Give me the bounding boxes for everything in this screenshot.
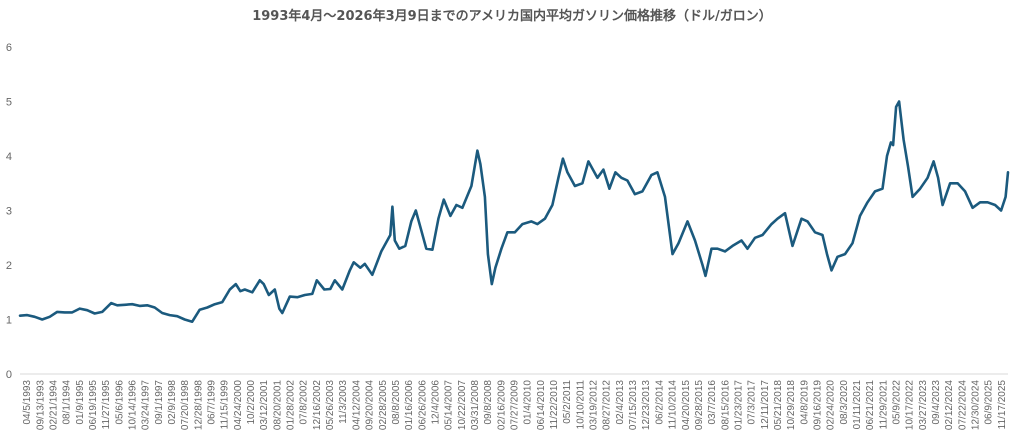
y-tick-label: 3 [6, 206, 12, 218]
x-tick-label: 01/28/2002 [286, 380, 297, 430]
x-tick-label: 07/27/2009 [510, 380, 521, 430]
x-tick-label: 09/13/1993 [35, 380, 46, 430]
x-tick-label: 04/20/2015 [681, 380, 692, 430]
x-tick-label: 07/20/1998 [180, 380, 191, 430]
x-tick-label: 02/16/2009 [496, 380, 507, 430]
x-tick-label: 06/2/2014 [654, 380, 665, 425]
x-tick-label: 09/1/1997 [154, 380, 165, 425]
x-tick-label: 10/14/1996 [127, 380, 138, 430]
x-tick-label: 06/19/1995 [88, 380, 99, 430]
x-tick-label: 08/15/2016 [720, 380, 731, 430]
x-tick-label: 08/8/2005 [391, 380, 402, 425]
x-tick-label: 10/10/2011 [575, 380, 586, 430]
x-tick-label: 12/28/1998 [193, 380, 204, 430]
x-tick-label: 07/3/2017 [747, 380, 758, 425]
x-tick-label: 02/9/1998 [167, 380, 178, 425]
x-tick-label: 01/9/1995 [75, 380, 86, 425]
x-tick-label: 06/7/1999 [207, 380, 218, 425]
x-tick-label: 11/27/1995 [101, 380, 112, 430]
x-tick-label: 01/16/2006 [404, 380, 415, 430]
x-tick-label: 12/16/2002 [312, 380, 323, 430]
x-tick-label: 02/24/2020 [826, 380, 837, 430]
x-tick-label: 03/12/2001 [259, 380, 270, 430]
x-tick-label: 08/27/2012 [602, 380, 613, 430]
x-tick-label: 12/23/2013 [641, 380, 652, 430]
x-tick-label: 12/30/2024 [971, 380, 982, 430]
y-axis: 0 1 2 3 4 5 6 [6, 42, 12, 381]
x-tick-label: 05/21/2018 [773, 380, 784, 430]
x-tick-label: 01/23/2017 [733, 380, 744, 430]
x-tick-label: 10/17/2022 [905, 380, 916, 430]
y-tick-label: 5 [6, 97, 12, 109]
y-tick-label: 4 [6, 151, 12, 163]
x-tick-label: 03/27/2023 [918, 380, 929, 430]
price-series-line [18, 100, 1010, 324]
x-tick-label: 04/5/1993 [22, 380, 33, 425]
x-tick-label: 05/9/2022 [892, 380, 903, 425]
x-tick-label: 04/24/2000 [233, 380, 244, 430]
chart-title: 1993年4月～2026年3月9日までのアメリカ国内平均ガソリン価格推移（ドル/… [252, 8, 772, 24]
x-tick-label: 11/3/2003 [338, 380, 349, 424]
x-tick-label: 08/1/1994 [62, 380, 73, 425]
x-tick-label: 11/22/2010 [549, 380, 560, 430]
plot-area [18, 100, 1010, 324]
x-tick-label: 10/29/2018 [786, 380, 797, 430]
x-tick-label: 12/4/2006 [430, 380, 441, 425]
x-tick-label: 06/9/2025 [984, 380, 995, 425]
x-tick-label: 03/24/1997 [141, 380, 152, 430]
x-tick-label: 01/11/2021 [852, 380, 863, 430]
x-tick-label: 09/20/2004 [365, 380, 376, 430]
x-tick-label: 05/14/2007 [444, 380, 455, 430]
x-axis: 04/5/1993 09/13/1993 02/21/1994 08/1/1994 01… [20, 373, 1008, 430]
x-tick-label: 03/31/2008 [470, 380, 481, 430]
x-tick-label: 04/12/2004 [351, 380, 362, 430]
x-tick-label: 08/20/2001 [272, 380, 283, 430]
x-tick-label: 11/15/1999 [220, 380, 231, 430]
x-tick-label: 11/17/2025 [997, 380, 1008, 430]
y-tick-label: 6 [6, 42, 12, 54]
x-tick-label: 08/3/2020 [839, 380, 850, 425]
x-tick-label: 11/29/2021 [878, 380, 889, 430]
y-tick-label: 1 [6, 315, 12, 327]
x-tick-label: 01/4/2010 [523, 380, 534, 425]
x-tick-label: 11/10/2014 [668, 380, 679, 430]
x-tick-label: 05/2/2011 [562, 380, 573, 424]
x-tick-label: 10/2/2000 [246, 380, 257, 425]
x-tick-label: 03/7/2016 [707, 380, 718, 425]
x-tick-label: 02/4/2013 [615, 380, 626, 425]
x-tick-label: 06/26/2006 [417, 380, 428, 430]
x-tick-label: 09/8/2008 [483, 380, 494, 425]
x-tick-label: 05/26/2003 [325, 380, 336, 430]
x-tick-label: 03/19/2012 [589, 380, 600, 430]
x-tick-label: 09/28/2015 [694, 380, 705, 430]
x-tick-label: 12/11/2017 [760, 380, 771, 430]
x-tick-label: 02/12/2024 [944, 380, 955, 430]
y-tick-label: 0 [6, 369, 12, 381]
x-tick-label: 06/14/2010 [536, 380, 547, 430]
x-tick-label: 09/4/2023 [931, 380, 942, 425]
x-tick-label: 07/22/2024 [957, 380, 968, 430]
x-tick-label: 02/21/1994 [48, 380, 59, 430]
x-tick-label: 02/28/2005 [378, 380, 389, 430]
x-tick-label: 07/15/2013 [628, 380, 639, 430]
x-tick-label: 05/6/1996 [114, 380, 125, 425]
x-tick-label: 10/22/2007 [457, 380, 468, 430]
x-tick-label: 09/16/2019 [812, 380, 823, 430]
x-tick-label: 04/8/2019 [799, 380, 810, 425]
x-tick-label: 07/8/2002 [299, 380, 310, 425]
y-tick-label: 2 [6, 260, 12, 272]
x-tick-label: 06/21/2021 [865, 380, 876, 430]
